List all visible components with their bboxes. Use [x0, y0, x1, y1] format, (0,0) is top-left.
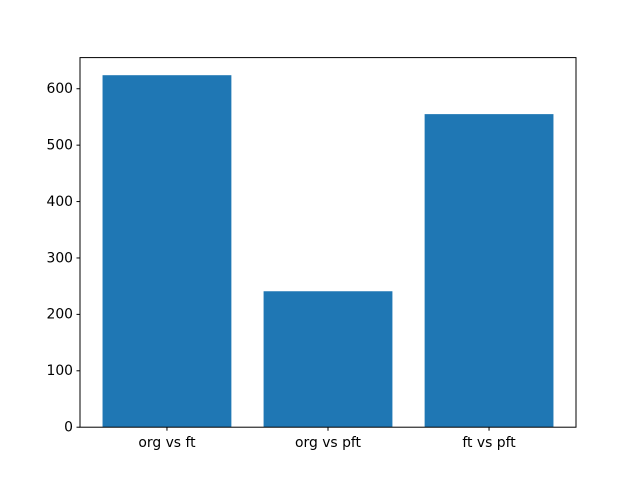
bar-org-vs-pft	[263, 291, 393, 428]
y-tick-label: 300	[46, 250, 73, 266]
x-tick-label: org vs ft	[138, 435, 196, 451]
y-tick-label: 200	[46, 307, 73, 323]
bar-ft-vs-pft	[424, 114, 554, 428]
y-tick-label: 0	[64, 420, 73, 436]
axes-spines	[79, 57, 577, 428]
y-tick-label: 500	[46, 137, 73, 153]
y-tick-label: 600	[46, 81, 73, 97]
bar-org-vs-ft	[102, 75, 232, 428]
x-tick-label: org vs pft	[295, 435, 362, 451]
x-tick-label: ft vs pft	[462, 435, 516, 451]
y-tick-label: 400	[46, 194, 73, 210]
y-tick-label: 100	[46, 363, 73, 379]
